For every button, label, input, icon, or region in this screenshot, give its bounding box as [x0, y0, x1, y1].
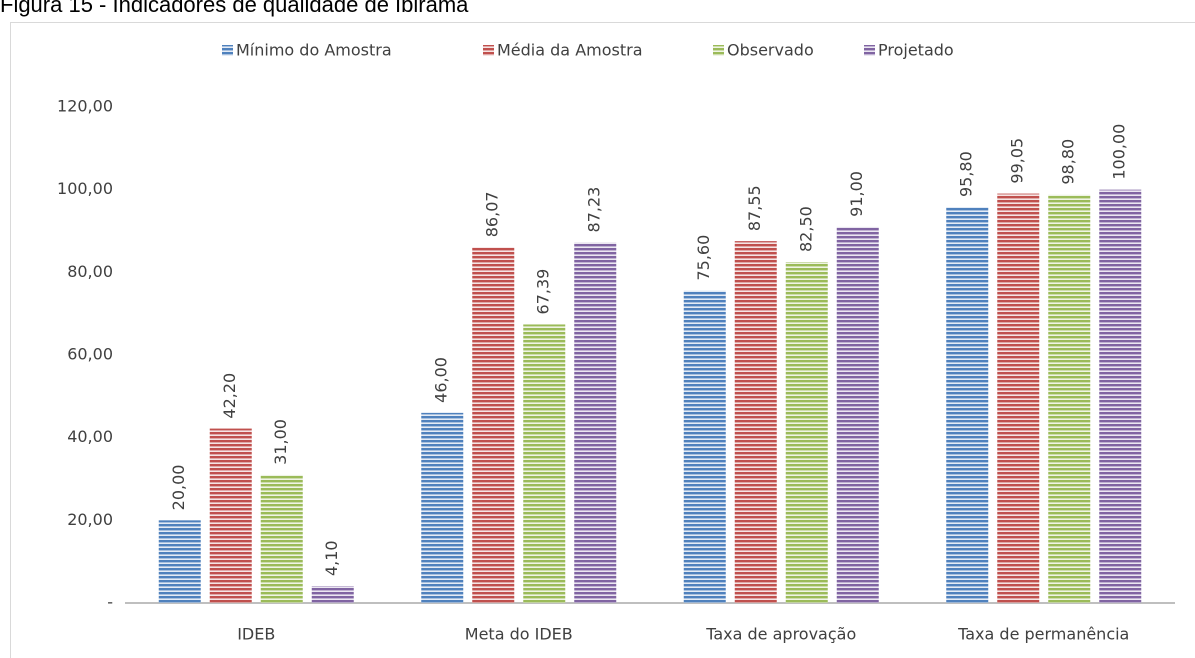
bar — [997, 193, 1040, 604]
bar — [311, 586, 354, 603]
bar — [260, 474, 303, 603]
bar — [158, 520, 201, 603]
data-label: 95,80 — [957, 151, 976, 197]
data-label: 98,80 — [1059, 139, 1078, 185]
y-tick-label: 120,00 — [57, 97, 113, 116]
data-label: 87,23 — [585, 187, 604, 233]
y-tick-label: - — [107, 593, 113, 612]
y-tick-label: 60,00 — [67, 345, 113, 364]
data-label: 99,05 — [1008, 138, 1027, 184]
x-tick-label: Taxa de permanência — [957, 625, 1129, 644]
chart-frame — [10, 22, 1195, 658]
bar — [1048, 194, 1091, 604]
data-label: 4,10 — [322, 540, 341, 576]
bar — [472, 247, 515, 603]
data-label: 31,00 — [271, 419, 290, 465]
y-tick-label: 20,00 — [67, 510, 113, 529]
data-label: 100,00 — [1110, 124, 1129, 180]
data-label: 42,20 — [220, 373, 239, 419]
data-label: 87,55 — [745, 185, 764, 231]
data-label: 86,07 — [483, 191, 502, 237]
legend-label: Média da Amostra — [497, 41, 643, 60]
x-tick-label: Meta do IDEB — [465, 625, 573, 644]
x-tick-label: Taxa de aprovação — [705, 625, 856, 644]
data-label: 82,50 — [796, 206, 815, 252]
legend-label: Observado — [727, 41, 814, 60]
bar — [421, 412, 464, 603]
data-label: 67,39 — [534, 269, 553, 315]
legend-swatch — [483, 45, 494, 56]
legend-swatch — [864, 45, 875, 56]
bar — [523, 324, 566, 603]
bar — [683, 290, 726, 603]
data-label: 91,00 — [847, 171, 866, 217]
bar — [574, 242, 617, 603]
data-label: 46,00 — [432, 357, 451, 403]
bar — [209, 428, 252, 603]
x-tick-label: IDEB — [237, 625, 275, 644]
bar — [1099, 189, 1142, 603]
data-label: 75,60 — [694, 235, 713, 281]
legend-swatch — [222, 45, 233, 56]
legend-label: Projetado — [878, 41, 954, 60]
y-tick-label: 80,00 — [67, 262, 113, 281]
bar — [946, 207, 989, 603]
bar — [785, 262, 828, 603]
y-tick-label: 40,00 — [67, 427, 113, 446]
legend-label: Mínimo do Amostra — [236, 41, 392, 60]
chart-title: Figura 15 - Indicadores de qualidade de … — [0, 0, 469, 17]
y-tick-label: 100,00 — [57, 179, 113, 198]
bar — [734, 241, 777, 604]
bar — [836, 226, 879, 603]
legend-swatch — [713, 45, 724, 56]
data-label: 20,00 — [169, 465, 188, 511]
